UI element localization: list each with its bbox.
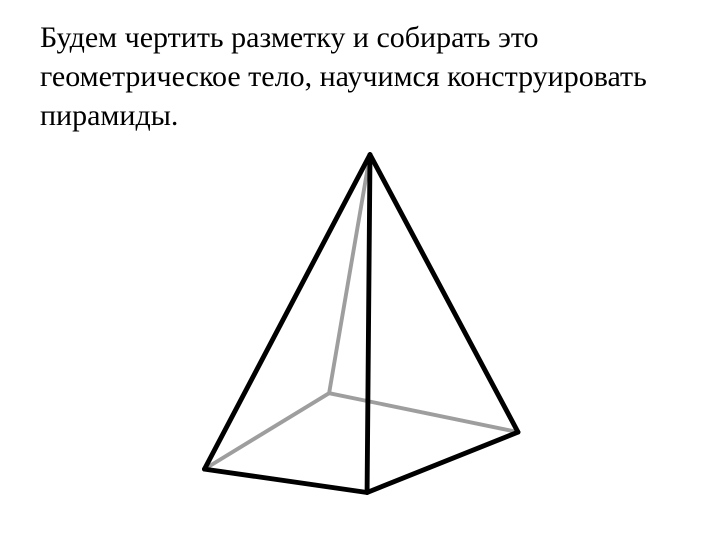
intro-text: Будем чертить разметку и собирать это ге… <box>40 21 647 132</box>
pyramid-diagram <box>170 140 570 510</box>
intro-paragraph: Будем чертить разметку и собирать это ге… <box>40 18 660 135</box>
pyramid-svg <box>170 140 570 510</box>
